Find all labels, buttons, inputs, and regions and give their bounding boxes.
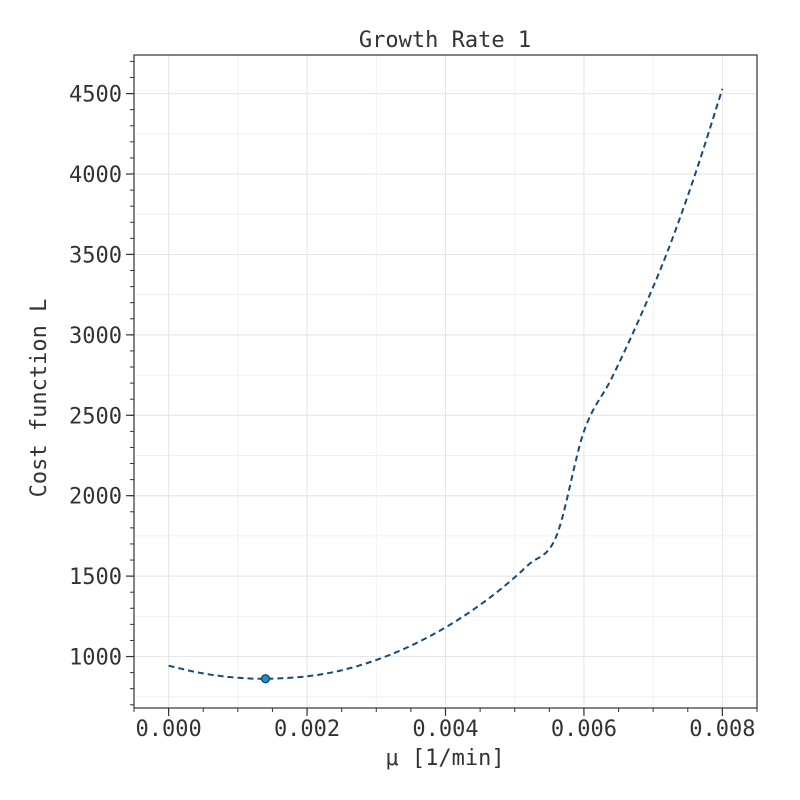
y-tick-label: 2000 (69, 485, 122, 510)
x-axis-ticks: 0.000 0.002 0.004 0.006 0.008 (133, 708, 758, 742)
y-tick-label: 2500 (69, 404, 122, 429)
y-axis-label: Cost function L (27, 299, 52, 498)
y-tick-label: 3500 (69, 243, 122, 268)
y-tick-label: 3000 (69, 324, 122, 349)
x-tick-label: 0.004 (412, 717, 478, 742)
x-axis-label: μ [1/min] (385, 746, 504, 771)
x-tick-label: 0.006 (551, 717, 617, 742)
y-tick-label: 1500 (69, 565, 122, 590)
y-axis-ticks: 1000 1500 2000 2500 3000 3500 4000 4500 (69, 60, 134, 706)
x-tick-label: 0.002 (274, 717, 340, 742)
chart-title: Growth Rate 1 (359, 28, 531, 53)
y-tick-label: 4500 (69, 83, 122, 108)
y-tick-label: 1000 (69, 646, 122, 671)
y-tick-label: 4000 (69, 163, 122, 188)
x-tick-label: 0.008 (689, 717, 755, 742)
x-tick-label: 0.000 (135, 717, 201, 742)
marker-layer (260, 674, 271, 684)
minimum-point-marker (260, 674, 271, 684)
grid-layer (134, 55, 757, 708)
